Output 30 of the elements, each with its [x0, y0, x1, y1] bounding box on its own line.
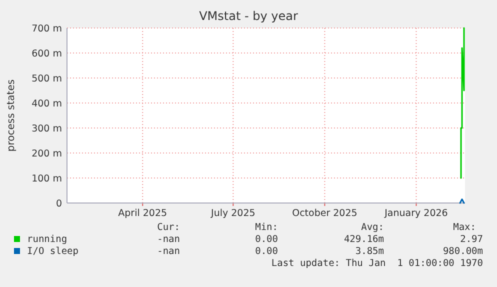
y-tick-label: 0	[56, 198, 62, 210]
x-tick-label: April 2025	[118, 208, 168, 219]
text: -nan	[157, 234, 180, 245]
text: -nan	[157, 246, 180, 257]
text: 0.00	[255, 234, 278, 245]
line-series	[460, 27, 465, 179]
y-tick-label: 600 m	[32, 48, 62, 60]
y-tick-label: 700 m	[32, 24, 62, 34]
y-axis-title: process states	[6, 79, 17, 152]
y-tick-label: 400 m	[32, 98, 62, 110]
y-tick-label: 500 m	[32, 74, 62, 84]
x-tick-label: January 2026	[384, 208, 448, 219]
text: 0.00	[255, 246, 278, 257]
y-tick-label: 200 m	[32, 148, 62, 160]
text: Avg:	[361, 222, 384, 233]
text: Last update: Thu Jan 1 01:00:00 1970	[271, 258, 484, 269]
text: 3.85m	[355, 246, 384, 257]
legend-label: I/O sleep	[27, 246, 79, 257]
y-tick-label: 100 m	[32, 174, 62, 184]
x-tick-label: October 2025	[292, 208, 358, 219]
text: Min:	[255, 222, 278, 233]
text: Cur:	[157, 222, 180, 233]
y-tick-label: 300 m	[32, 124, 62, 134]
legend-label: running	[27, 234, 68, 245]
text: 2.97	[460, 234, 483, 245]
text: 980.00m	[442, 246, 484, 257]
text: 429.16m	[344, 234, 384, 245]
chart-title: VMstat - by year	[199, 9, 298, 23]
x-tick-label: July 2025	[210, 208, 256, 219]
text: Max:	[453, 222, 476, 233]
